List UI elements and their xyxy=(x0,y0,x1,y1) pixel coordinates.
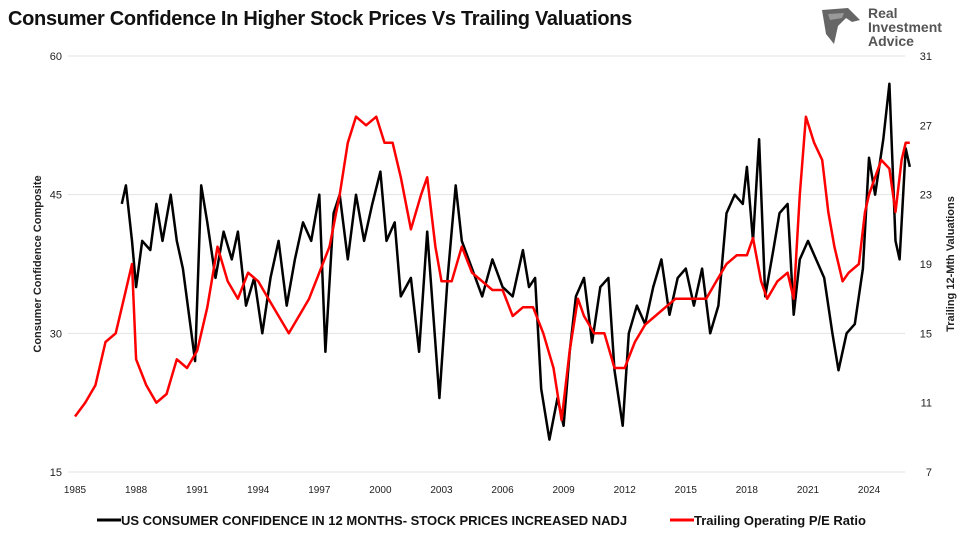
y-axis-label: Consumer Confidence Composite xyxy=(32,175,44,352)
x-tick-label: 1988 xyxy=(125,485,148,496)
y2-tick-label: 27 xyxy=(920,120,932,132)
x-tick-label: 2003 xyxy=(430,485,453,496)
chart-title: Consumer Confidence In Higher Stock Pric… xyxy=(8,8,632,30)
y2-tick-label: 7 xyxy=(926,467,932,479)
x-tick-label: 2009 xyxy=(553,485,576,496)
logo-text: Real Investment Advice xyxy=(868,5,942,49)
x-tick-label: 2000 xyxy=(369,485,392,496)
x-tick-label: 1985 xyxy=(64,485,87,496)
y-tick-label: 45 xyxy=(50,190,62,202)
legend-label: Trailing Operating P/E Ratio xyxy=(694,513,866,528)
y2-tick-label: 19 xyxy=(920,259,932,271)
logo: Real Investment Advice xyxy=(818,4,968,50)
series-line-pe-ratio xyxy=(73,115,910,422)
x-tick-label: 2021 xyxy=(797,485,820,496)
x-tick-label: 1991 xyxy=(186,485,209,496)
y2-tick-label: 23 xyxy=(920,190,932,202)
y-tick-label: 60 xyxy=(50,51,62,63)
x-tick-label: 2006 xyxy=(491,485,514,496)
x-tick-label: 1994 xyxy=(247,485,270,496)
x-tick-label: 2024 xyxy=(858,485,881,496)
x-tick-label: 2012 xyxy=(614,485,637,496)
x-tick-label: 1997 xyxy=(308,485,331,496)
x-tick-label: 2018 xyxy=(736,485,759,496)
series-line-consumer-confidence xyxy=(120,82,912,441)
y2-tick-label: 11 xyxy=(921,398,932,410)
eagle-logo-icon xyxy=(822,8,860,44)
y2-tick-label: 31 xyxy=(920,51,932,63)
y2-axis-label: Trailing 12-Mth Valuations xyxy=(945,196,957,332)
y2-tick-label: 15 xyxy=(920,328,932,340)
x-tick-label: 2015 xyxy=(675,485,698,496)
y-tick-label: 30 xyxy=(50,328,62,340)
y-tick-label: 15 xyxy=(50,467,62,479)
legend-label: US CONSUMER CONFIDENCE IN 12 MONTHS- STO… xyxy=(121,513,627,528)
